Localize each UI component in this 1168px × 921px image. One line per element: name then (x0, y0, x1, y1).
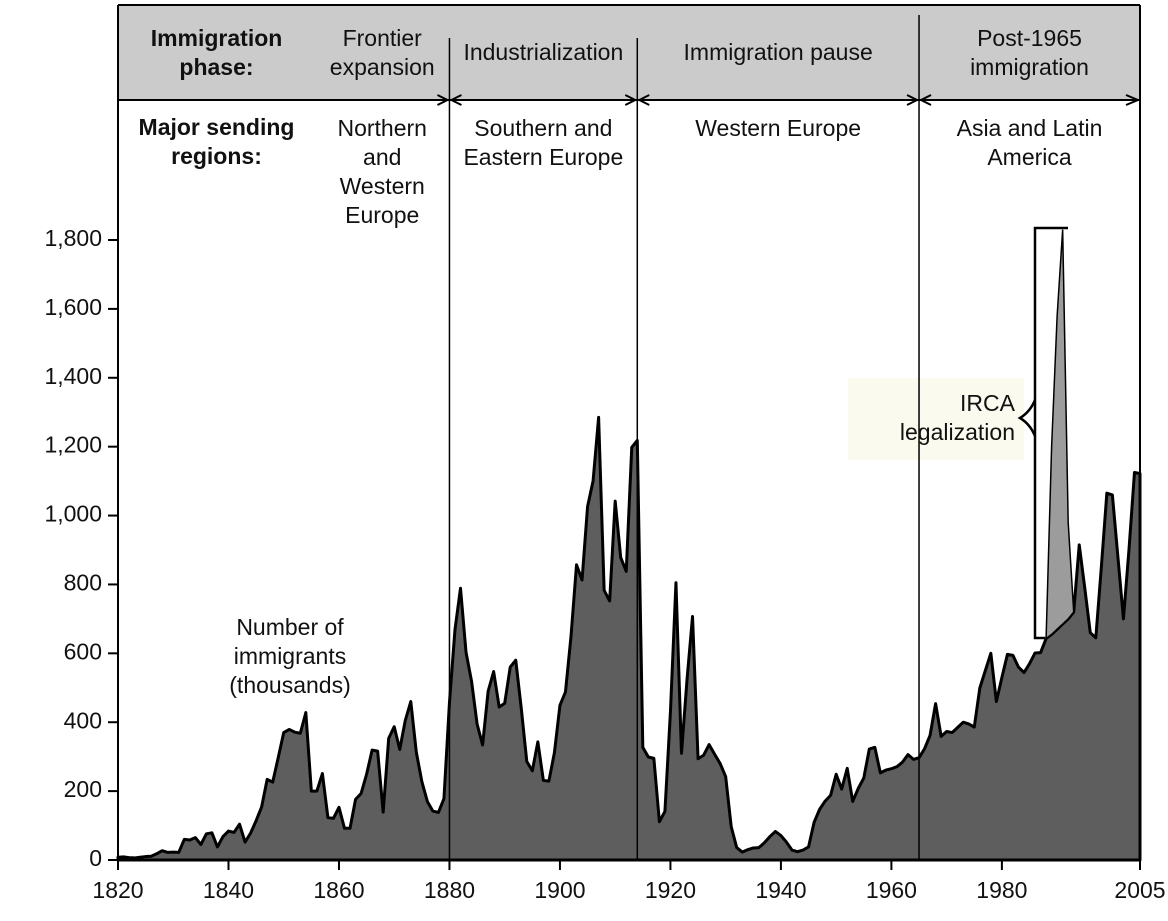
arrow-head (437, 94, 450, 106)
x-tick-label: 1860 (313, 877, 364, 903)
y-tick-label: 400 (64, 707, 102, 733)
x-tick-label: 2005 (1114, 877, 1165, 903)
arrow-head (1125, 94, 1141, 106)
region-name: Asia and Latin America (956, 115, 1103, 170)
irca-brace (1017, 399, 1037, 437)
arrow-head (906, 94, 920, 106)
x-tick-label: 1960 (866, 877, 917, 903)
phase-name: Industrialization (463, 39, 624, 65)
y-tick-label: 200 (64, 776, 102, 802)
y-tick-label: 600 (64, 638, 102, 664)
y-tick-label: 1,600 (44, 294, 102, 320)
region-name: Northern and Western Europe (337, 115, 427, 228)
region-label: Major sending regions: (138, 114, 295, 169)
phase-name: Post-1965 immigration (970, 24, 1089, 80)
x-tick-label: 1820 (92, 877, 143, 903)
x-tick-label: 1880 (424, 877, 475, 903)
y-tick-label: 0 (89, 845, 102, 871)
phase-label: Immigration phase: (150, 24, 283, 80)
arrow-head (637, 94, 650, 106)
y-tick-label: 1,000 (44, 501, 102, 527)
phase-name: Immigration pause (683, 39, 873, 65)
arrow-head (624, 94, 638, 106)
y-tick-label: 1,400 (44, 363, 102, 389)
y-tick-label: 800 (64, 570, 102, 596)
x-tick-label: 1840 (203, 877, 254, 903)
irca-label: IRCA legalization (899, 390, 1015, 445)
area (116, 415, 1142, 862)
region-name: Southern and Eastern Europe (463, 115, 624, 170)
arrow-head (449, 94, 462, 106)
y-tick-label: 1,200 (44, 432, 102, 458)
annotation-box (848, 378, 1024, 460)
irca-area (1045, 229, 1075, 641)
arrow-head (918, 94, 932, 106)
x-tick-label: 1920 (645, 877, 696, 903)
x-tick-label: 1900 (534, 877, 585, 903)
x-tick-label: 1940 (755, 877, 806, 903)
x-tick-label: 1980 (976, 877, 1027, 903)
header-band (118, 5, 1140, 100)
series-label: Number of immigrants (thousands) (229, 613, 351, 698)
region-name: Western Europe (695, 115, 862, 141)
phase-name: Frontier expansion (329, 24, 435, 80)
y-tick-label: 1,800 (44, 225, 102, 251)
